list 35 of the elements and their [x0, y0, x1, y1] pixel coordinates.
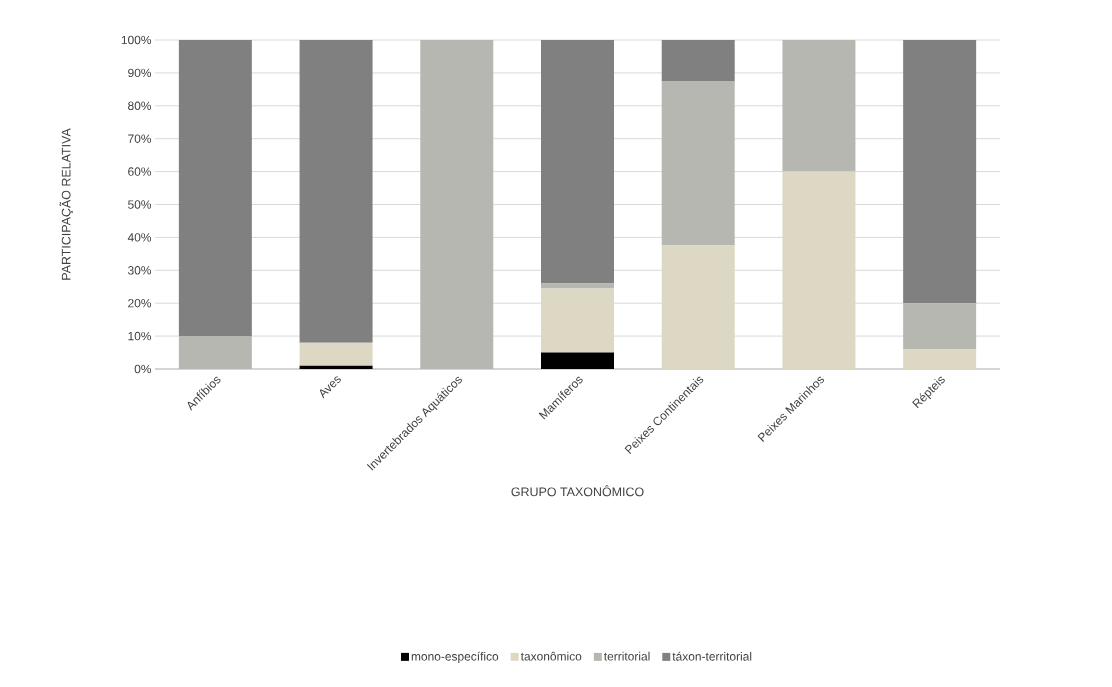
bar — [299, 40, 373, 343]
legend-label: táxon-territorial — [672, 651, 752, 661]
y-axis-title: PARTICIPAÇÃO RELATIVA — [59, 128, 74, 280]
y-tick-label: 0% — [134, 364, 152, 374]
bar — [541, 40, 614, 284]
bar — [661, 81, 735, 246]
y-tick-label: 100% — [121, 35, 152, 45]
bar — [541, 352, 614, 369]
bar — [178, 40, 252, 337]
bar — [299, 365, 373, 369]
bar — [903, 40, 977, 304]
y-tick-label: 70% — [128, 134, 152, 143]
y-tick-label: 60% — [128, 167, 152, 176]
y-tick-label: 40% — [127, 233, 152, 242]
y-tick-label: 20% — [128, 298, 152, 308]
bar — [178, 336, 252, 369]
bar — [903, 349, 977, 369]
bar — [782, 40, 856, 172]
y-tick-label: 50% — [128, 200, 152, 209]
bar — [903, 303, 977, 350]
bar — [420, 40, 494, 369]
x-axis-title: GRUPO TAXONÔMICO — [511, 485, 644, 497]
y-tick-label: 80% — [128, 101, 152, 111]
legend-label: taxonômico — [520, 651, 582, 661]
legend-label: territorial — [603, 651, 650, 661]
bar — [661, 245, 735, 369]
y-tick-label: 10% — [128, 331, 152, 341]
bar — [541, 288, 614, 353]
bar — [661, 40, 735, 82]
bar — [299, 342, 373, 366]
bar — [782, 171, 856, 369]
y-tick-label: 90% — [128, 68, 152, 78]
y-tick-label: 30% — [128, 266, 152, 275]
legend-label: mono-específico — [411, 651, 499, 664]
bar — [541, 283, 614, 289]
